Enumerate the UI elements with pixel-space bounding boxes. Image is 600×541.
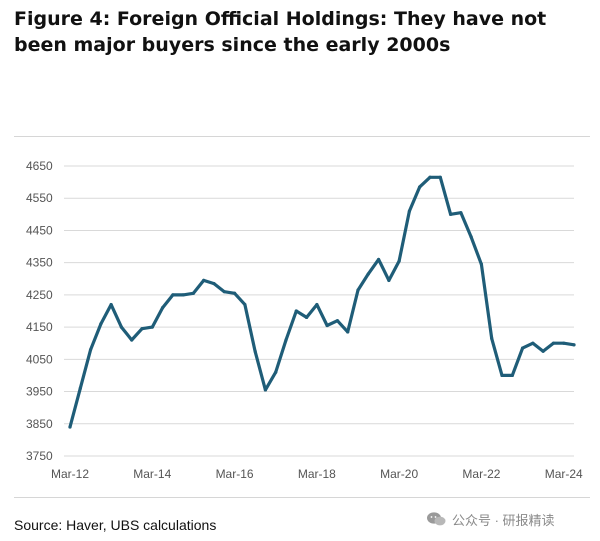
- data-point: [150, 325, 154, 329]
- data-point: [68, 425, 72, 429]
- x-tick-label: Mar-22: [462, 467, 500, 481]
- data-point: [191, 291, 196, 295]
- data-point: [263, 388, 268, 392]
- series-line: [68, 175, 576, 429]
- data-point: [222, 290, 226, 294]
- data-point: [520, 346, 525, 350]
- data-point: [356, 288, 360, 292]
- source-note: Source: Haver, UBS calculations: [14, 517, 217, 533]
- data-point: [335, 319, 340, 323]
- data-point: [109, 302, 113, 307]
- data-point: [202, 278, 206, 282]
- data-point: [274, 370, 278, 374]
- y-tick-label: 3850: [26, 417, 53, 431]
- data-point: [572, 343, 576, 347]
- data-point: [366, 272, 370, 276]
- x-tick-label: Mar-14: [133, 467, 171, 481]
- data-point: [387, 278, 391, 282]
- data-point: [119, 325, 124, 329]
- data-point: [418, 185, 422, 189]
- data-point: [551, 341, 556, 345]
- data-point: [181, 293, 185, 297]
- data-point: [140, 327, 144, 331]
- data-point: [78, 386, 82, 390]
- data-point: [304, 315, 309, 320]
- data-point: [346, 330, 350, 334]
- data-point: [469, 235, 473, 239]
- y-tick-label: 3750: [26, 449, 53, 463]
- data-point: [212, 282, 216, 286]
- data-point: [448, 212, 453, 216]
- y-tick-label: 4650: [26, 159, 53, 173]
- x-tick-label: Mar-12: [51, 467, 89, 481]
- data-point: [407, 209, 412, 213]
- data-point: [88, 348, 93, 352]
- data-point: [232, 291, 237, 295]
- y-tick-label: 4550: [26, 191, 53, 205]
- data-point: [438, 175, 442, 179]
- y-tick-label: 4150: [26, 320, 53, 334]
- data-point: [376, 257, 381, 262]
- data-point: [325, 323, 329, 328]
- data-point: [541, 349, 545, 353]
- data-point: [171, 293, 175, 297]
- watermark: 公众号 · 研报精读: [426, 508, 555, 530]
- data-point: [130, 338, 134, 342]
- chart-title: Figure 4: Foreign Official Holdings: The…: [14, 8, 547, 56]
- y-tick-label: 4350: [26, 256, 53, 270]
- data-point: [459, 211, 463, 215]
- x-axis-ticks: Mar-12 Mar-14 Mar-16 Mar-18 Mar-20 Mar-22 Mar-…: [51, 467, 583, 481]
- y-tick-label: 4250: [26, 288, 53, 302]
- x-tick-label: Mar-20: [380, 467, 418, 481]
- data-point: [562, 341, 566, 345]
- line-chart: 3750 3850 3950 4050 4150 4250 4350 4450 4550 4650…: [26, 159, 583, 481]
- data-point: [160, 306, 165, 310]
- y-tick-label: 4050: [26, 352, 53, 366]
- data-point: [479, 262, 484, 266]
- series-points: [68, 175, 576, 429]
- data-point: [99, 322, 103, 326]
- y-axis-ticks: 3750 3850 3950 4050 4150 4250 4350 4450 4550 4650: [26, 159, 53, 463]
- data-point: [531, 341, 535, 345]
- x-tick-label: Mar-16: [216, 467, 254, 481]
- data-point: [397, 259, 401, 263]
- y-tick-label: 4450: [26, 223, 53, 237]
- data-point: [510, 373, 514, 378]
- chat-bubble-icon: [427, 512, 446, 526]
- watermark-text: 公众号 · 研报精读: [452, 512, 555, 528]
- data-point: [490, 336, 494, 340]
- x-tick-label: Mar-24: [545, 467, 583, 481]
- data-point: [284, 338, 288, 342]
- y-tick-label: 3950: [26, 385, 53, 399]
- data-point: [428, 175, 432, 179]
- chart-frame: [14, 136, 590, 498]
- data-point: [294, 309, 298, 313]
- x-tick-label: Mar-18: [298, 467, 336, 481]
- data-point: [253, 349, 257, 353]
- data-point: [243, 302, 247, 307]
- data-point: [500, 373, 504, 378]
- data-point: [315, 302, 319, 307]
